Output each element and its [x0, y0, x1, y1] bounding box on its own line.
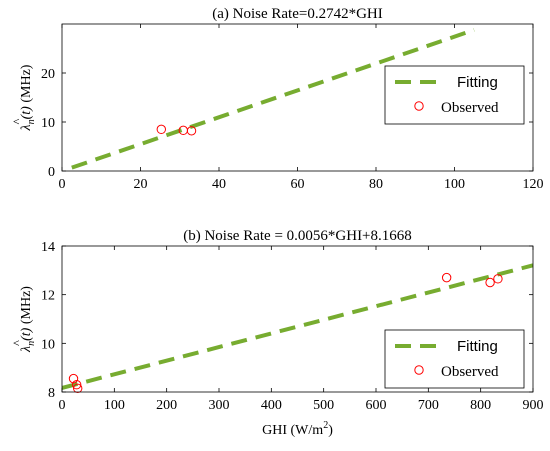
fit-line-b [62, 263, 533, 390]
x-tick-label-b-7: 700 [418, 398, 439, 413]
x-tick-label-a-1: 20 [134, 177, 148, 192]
x-tick-label-a-5: 100 [444, 177, 465, 192]
observed-point-a-0 [156, 124, 167, 135]
x-tick-label-b-6: 600 [366, 398, 387, 413]
legend-a: Fitting Observed [384, 65, 525, 125]
y-axis-label-a: λn(t) (MHz) [19, 64, 37, 131]
observed-point-b-1 [71, 380, 82, 390]
observed-point-b-5 [493, 274, 503, 284]
axes-box-b [61, 245, 534, 393]
observed-point-b-4 [485, 277, 495, 288]
y-tick-label-a-0: 0 [48, 165, 55, 180]
y-tick-label-b-0: 8 [48, 386, 55, 401]
y-tick-label-b-3: 14 [41, 240, 55, 255]
x-tick-label-a-3: 60 [291, 177, 305, 192]
x-tick-label-b-5: 500 [313, 398, 334, 413]
observed-point-b-0 [68, 373, 79, 384]
legend-observed-label-b: Observed [441, 364, 499, 380]
y-axis-label-hat-a: ^ [10, 118, 24, 124]
y-tick-label-b-1: 10 [41, 337, 55, 352]
legend-observed-swatch-a [414, 101, 424, 111]
legend-b: Fitting Observed [384, 329, 525, 389]
legend-fit-label-b: Fitting [457, 338, 498, 355]
chart-title-a: (a) Noise Rate=0.2742*GHI [212, 6, 383, 22]
y-tick-label-a-2: 20 [41, 67, 55, 82]
x-tick-label-a-6: 120 [523, 177, 544, 192]
x-tick-label-b-0: 0 [59, 398, 66, 413]
observed-point-b-2 [73, 383, 83, 394]
fit-line-a [71, 28, 475, 170]
legend-observed-swatch-b [414, 365, 424, 375]
y-axis-label-hat-b: ^ [10, 340, 24, 346]
chart-a: 0 20 40 60 80 100 120 0 10 20 (a) Noise Rate=0.274… [10, 6, 544, 192]
x-tick-label-b-8: 800 [470, 398, 491, 413]
x-tick-label-b-1: 100 [104, 398, 125, 413]
x-tick-label-b-2: 200 [156, 398, 177, 413]
y-axis-label-b: λn(t) (MHz) [19, 286, 37, 353]
x-tick-label-b-4: 400 [261, 398, 282, 413]
observed-point-a-2 [186, 126, 197, 136]
legend-box-a [384, 65, 525, 125]
x-tick-label-b-3: 300 [209, 398, 230, 413]
chart-title-b: (b) Noise Rate = 0.0056*GHI+8.1668 [183, 228, 412, 244]
legend-fit-label-a: Fitting [457, 74, 498, 91]
legend-observed-label-a: Observed [441, 100, 499, 116]
x-tick-label-b-9: 900 [523, 398, 544, 413]
x-axis-label-b: GHI (W/m2) [262, 420, 333, 438]
x-tick-label-a-2: 40 [212, 177, 226, 192]
observed-point-b-3 [441, 272, 452, 283]
x-tick-label-a-0: 0 [59, 177, 66, 192]
y-tick-label-b-2: 12 [41, 289, 55, 304]
x-tick-label-a-4: 80 [369, 177, 383, 192]
y-tick-label-a-1: 10 [41, 116, 55, 131]
chart-b: 0 100 200 300 400 500 600 700 800 900 8 10 12 14 (b) N… [10, 228, 544, 438]
legend-box-b [384, 329, 525, 389]
